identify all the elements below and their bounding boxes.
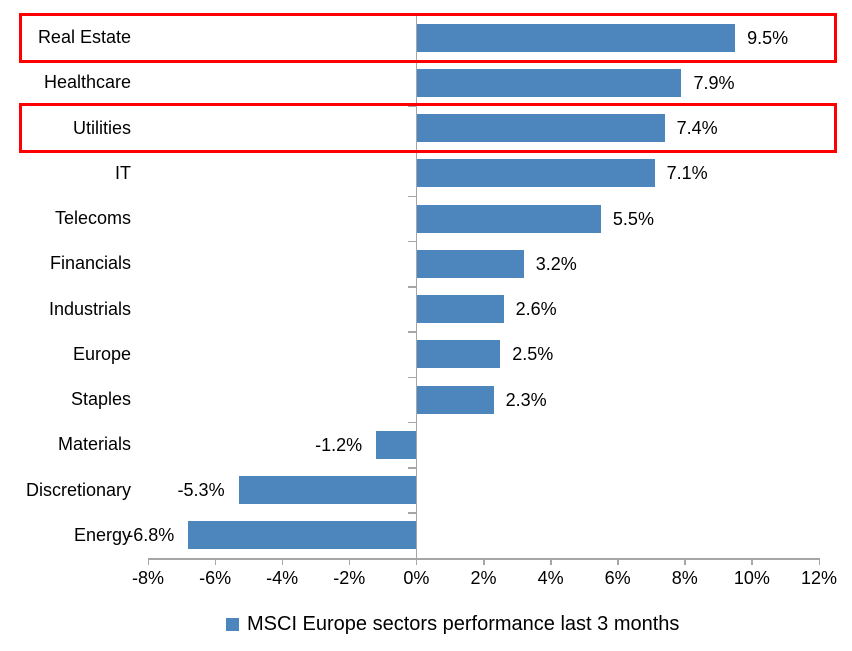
value-label: 7.9% — [693, 72, 735, 93]
value-label: 2.3% — [505, 389, 547, 410]
value-label: -5.3% — [177, 480, 225, 501]
x-axis-tick — [281, 558, 284, 565]
x-axis-tick-label: 2% — [470, 568, 497, 588]
category-label: Real Estate — [37, 27, 131, 47]
x-axis-tick-label: 8% — [671, 568, 698, 588]
category-axis-tick — [408, 331, 417, 333]
x-axis-tick — [348, 558, 351, 565]
x-axis-tick-label: 10% — [733, 568, 770, 588]
x-axis-tick-label: -2% — [333, 568, 366, 588]
category-axis-tick — [408, 286, 417, 288]
category-axis-tick — [408, 14, 417, 16]
legend-marker-icon — [226, 618, 239, 631]
x-axis-tick — [684, 558, 686, 565]
x-axis-tick — [147, 558, 149, 565]
bar — [416, 204, 601, 233]
x-axis-tick-label: -8% — [131, 568, 164, 588]
bar — [188, 521, 417, 550]
category-axis-tick — [408, 512, 417, 514]
value-label: -1.2% — [315, 434, 363, 455]
category-label: Utilities — [72, 117, 131, 138]
category-label: Materials — [57, 434, 131, 455]
x-axis-tick-label: 0% — [403, 568, 430, 588]
category-axis-tick — [408, 376, 417, 378]
bar — [416, 385, 494, 414]
x-axis-tick — [415, 558, 418, 565]
category-label: Discretionary — [25, 479, 131, 500]
value-label: 9.5% — [747, 27, 789, 48]
value-label: 3.2% — [535, 253, 577, 274]
category-axis-tick — [408, 105, 417, 107]
value-label: 7.4% — [676, 118, 718, 139]
value-label: 2.5% — [512, 344, 554, 365]
bar — [238, 476, 417, 505]
category-label: Telecoms — [54, 208, 131, 228]
bar — [416, 249, 524, 278]
category-label: Financials — [49, 253, 131, 274]
x-axis-tick — [550, 558, 552, 565]
x-axis-tick — [214, 558, 217, 565]
bar — [416, 159, 655, 188]
value-label: 7.1% — [666, 163, 708, 184]
bar — [416, 23, 736, 52]
x-axis-tick — [483, 558, 485, 565]
category-axis-tick — [408, 59, 417, 62]
x-axis-tick-label: 6% — [604, 568, 631, 588]
bar — [416, 340, 501, 369]
bar — [416, 295, 504, 324]
x-axis-tick-label: 12% — [800, 568, 838, 588]
x-axis-tick-label: -4% — [266, 568, 299, 588]
category-axis-line — [415, 15, 418, 558]
category-axis-tick — [408, 421, 417, 424]
category-label: Healthcare — [43, 72, 131, 93]
category-axis-tick — [408, 240, 417, 243]
value-label: 5.5% — [612, 208, 654, 229]
x-axis-tick-label: 4% — [537, 568, 564, 588]
bar — [416, 114, 665, 143]
value-label: 2.6% — [515, 299, 557, 320]
value-label: -6.8% — [127, 525, 175, 546]
category-label: Staples — [70, 389, 131, 409]
legend-label: MSCI Europe sectors performance last 3 m… — [247, 613, 680, 635]
x-axis-tick — [751, 558, 753, 565]
category-label: IT — [115, 162, 131, 183]
bar — [376, 430, 417, 459]
category-axis-tick — [408, 150, 417, 152]
category-axis-tick — [408, 195, 417, 197]
legend: MSCI Europe sectors performance last 3 m… — [226, 613, 679, 636]
category-label: Industrials — [48, 298, 131, 319]
category-axis-tick — [408, 467, 417, 469]
x-axis-tick — [617, 558, 619, 565]
category-label: Energy — [73, 524, 131, 545]
x-axis-tick-label: -6% — [199, 568, 232, 588]
category-label: Europe — [72, 343, 131, 364]
bar — [416, 68, 682, 97]
x-axis-tick — [818, 558, 820, 565]
